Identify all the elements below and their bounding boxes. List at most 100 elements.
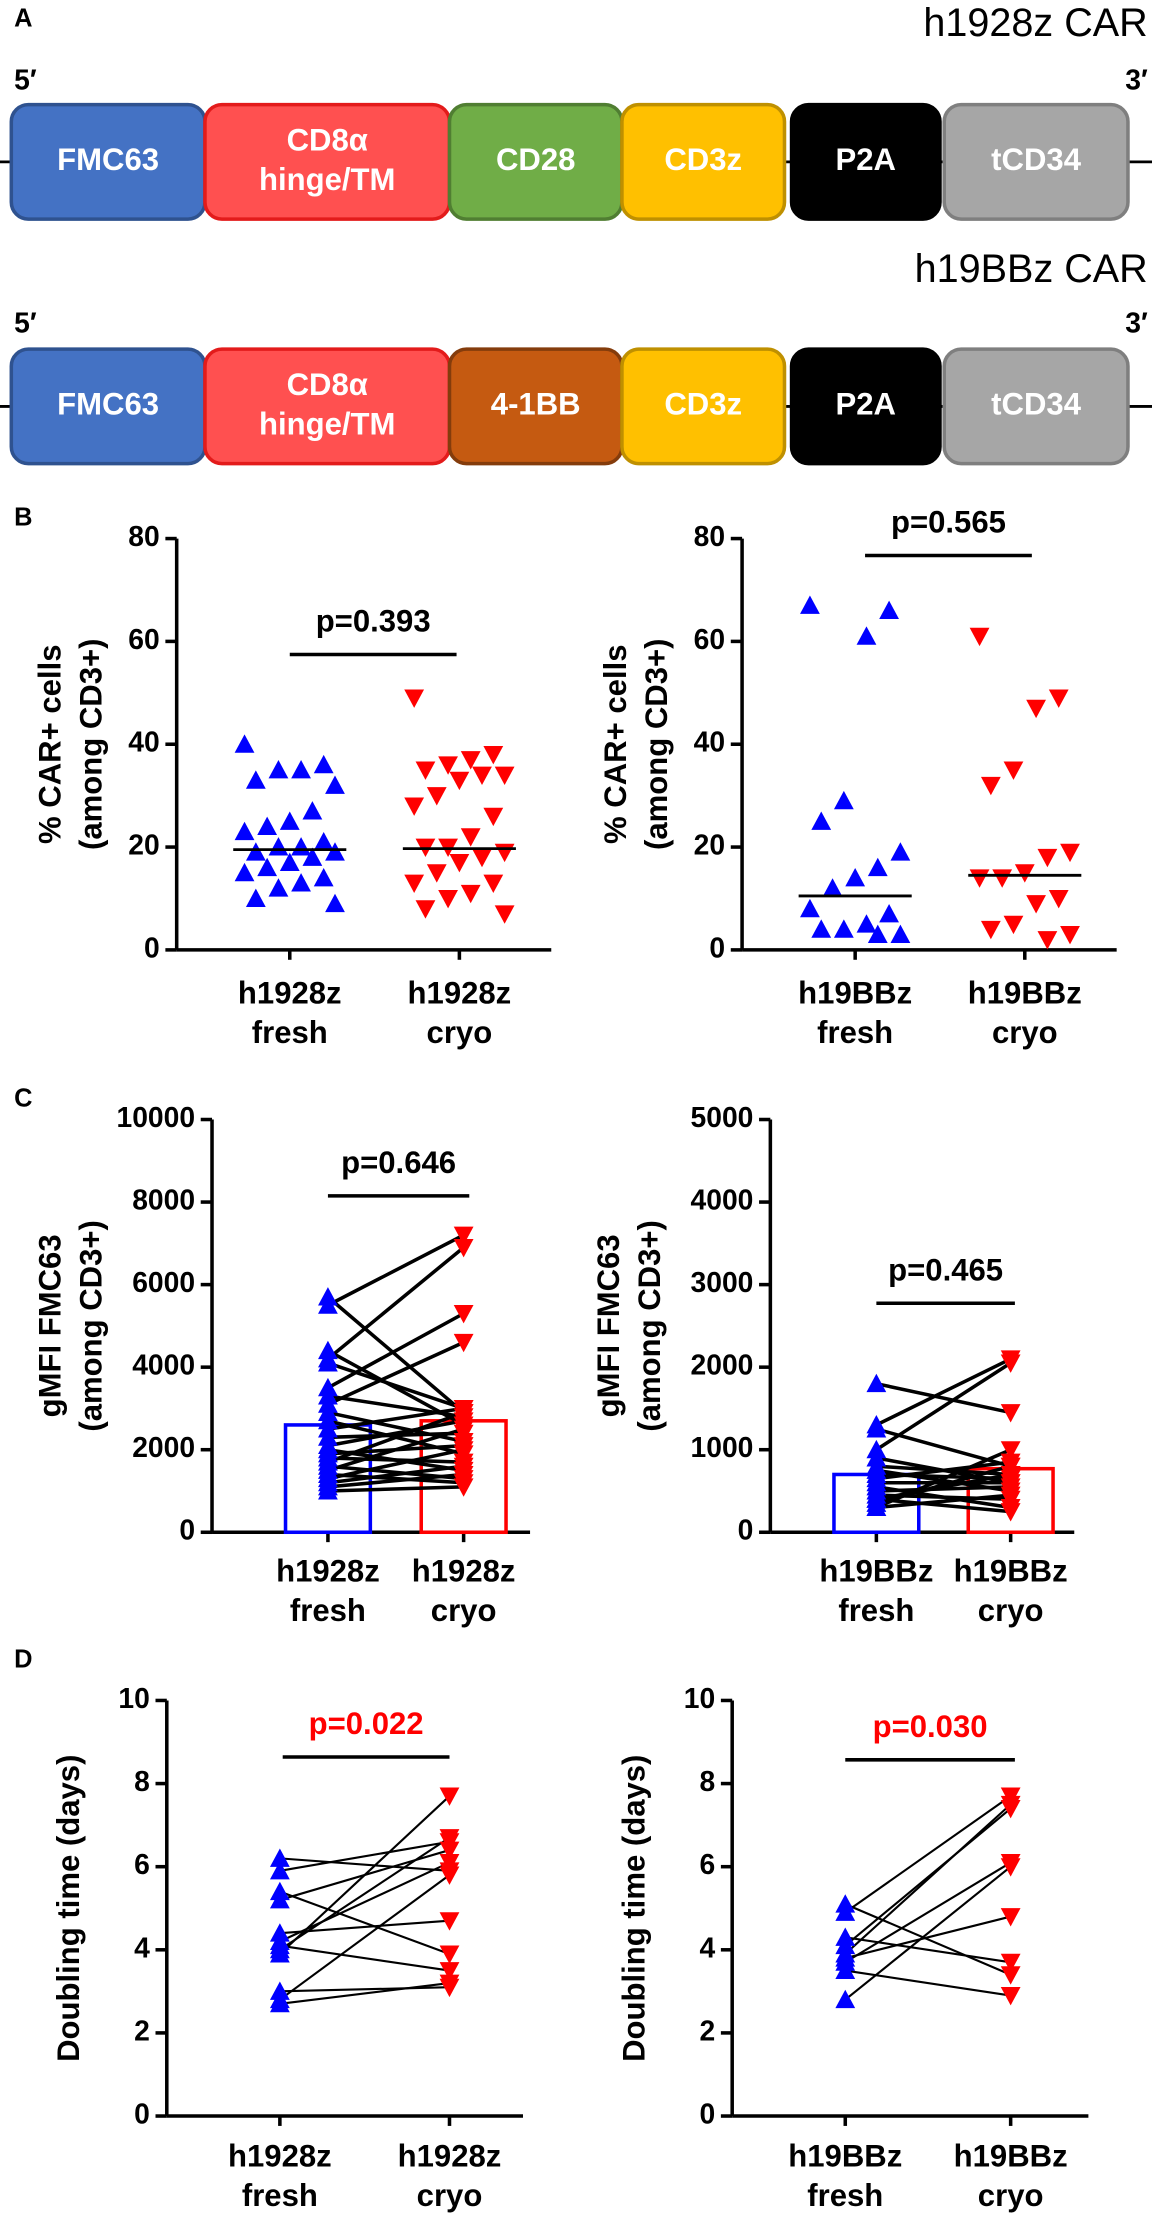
pair-line xyxy=(327,1233,465,1307)
marker xyxy=(879,904,899,923)
pair-line xyxy=(279,1836,451,1951)
marker xyxy=(268,760,289,779)
marker xyxy=(483,874,504,893)
pair-line xyxy=(845,1936,1011,1964)
marker xyxy=(415,900,436,919)
marker xyxy=(439,1912,460,1931)
marker xyxy=(438,889,458,909)
marker xyxy=(404,874,425,893)
x-tick-label: cryo xyxy=(992,1015,1058,1050)
five-prime: 5′ xyxy=(14,63,37,95)
pair-line xyxy=(327,1419,464,1448)
marker xyxy=(453,1226,474,1245)
pair-line xyxy=(876,1460,1011,1481)
p-value: p=0.393 xyxy=(316,604,431,639)
marker xyxy=(835,1960,856,1980)
segment xyxy=(789,102,942,221)
marker xyxy=(453,1305,474,1324)
marker xyxy=(483,807,504,827)
pair-line xyxy=(279,1944,450,1972)
marker xyxy=(879,600,899,620)
marker xyxy=(1060,925,1080,945)
marker xyxy=(800,898,820,918)
marker xyxy=(318,1353,338,1372)
segment-label: tCD34 xyxy=(991,387,1082,422)
y-tick-label: 4000 xyxy=(691,1184,754,1216)
marker xyxy=(1048,889,1069,909)
marker xyxy=(426,787,447,806)
marker xyxy=(269,1860,290,1880)
construct-title: h19BBz CAR xyxy=(915,247,1148,291)
marker xyxy=(318,1481,338,1500)
marker xyxy=(453,1441,474,1460)
pair-line xyxy=(327,1485,464,1493)
pair-line xyxy=(279,1986,450,1993)
marker xyxy=(811,811,832,830)
pair-line xyxy=(844,1865,1012,2001)
marker xyxy=(1037,931,1058,950)
y-tick-label: 1000 xyxy=(691,1431,754,1463)
x-tick-label: h1928z xyxy=(408,975,512,1010)
pair-line xyxy=(279,1795,451,1955)
segment-label: CD28 xyxy=(496,142,575,177)
y-tick-label: 8000 xyxy=(132,1184,195,1216)
panel-letter: B xyxy=(14,503,32,531)
pair-line xyxy=(279,1874,451,2001)
construct-title: h1928z CAR xyxy=(923,1,1147,45)
marker xyxy=(439,1854,460,1873)
panel-letter: D xyxy=(14,1646,32,1674)
y-axis-label: gMFI FMC63 xyxy=(591,1234,626,1417)
marker xyxy=(325,842,345,861)
marker xyxy=(1000,1858,1021,1877)
marker xyxy=(1060,843,1080,863)
x-tick-label: h1928z xyxy=(238,975,342,1010)
x-tick-label: h1928z xyxy=(228,2139,332,2174)
y-axis-label: (among CD3+) xyxy=(639,638,674,850)
marker xyxy=(439,1829,460,1848)
marker xyxy=(318,1295,338,1314)
marker xyxy=(453,1333,474,1353)
y-tick-label: 4 xyxy=(700,1931,716,1963)
marker xyxy=(1003,915,1024,935)
marker xyxy=(415,761,436,780)
x-tick-label: fresh xyxy=(807,2178,883,2213)
pair-line xyxy=(844,1795,1012,1914)
y-tick-label: 20 xyxy=(694,829,725,861)
marker xyxy=(890,842,911,861)
marker xyxy=(992,869,1013,888)
segment-label: hinge/TM xyxy=(259,162,395,197)
y-tick-label: 8 xyxy=(700,1765,716,1797)
segment xyxy=(942,102,1130,221)
y-axis-label: % CAR+ cells xyxy=(33,644,68,844)
three-prime: 3′ xyxy=(1125,63,1148,95)
marker xyxy=(856,626,877,645)
pair-line xyxy=(327,1406,464,1431)
pair-line xyxy=(279,1840,450,1872)
five-prime: 5′ xyxy=(14,307,37,339)
marker xyxy=(1000,1441,1021,1460)
x-tick-label: cryo xyxy=(978,1593,1044,1628)
pair-line xyxy=(326,1295,465,1414)
pair-line xyxy=(876,1485,1011,1493)
marker xyxy=(453,1478,474,1497)
pair-line xyxy=(279,1857,450,1872)
y-axis-label: Doubling time (days) xyxy=(616,1755,651,2062)
segment-label: FMC63 xyxy=(57,142,159,177)
y-axis-label: (among CD3+) xyxy=(74,638,109,850)
pair-line xyxy=(844,1807,1012,1947)
marker xyxy=(866,1373,887,1393)
pair-line xyxy=(327,1447,464,1481)
y-tick-label: 8 xyxy=(134,1765,150,1797)
marker xyxy=(313,754,334,774)
pair-line xyxy=(327,1340,465,1406)
marker xyxy=(279,811,300,830)
marker xyxy=(833,919,854,938)
marker xyxy=(313,868,334,887)
pair-line xyxy=(327,1361,465,1411)
marker xyxy=(856,914,877,933)
pair-line xyxy=(279,1890,450,1955)
marker xyxy=(1048,689,1069,708)
marker xyxy=(835,1902,856,1921)
y-tick-label: 10 xyxy=(118,1682,149,1714)
marker xyxy=(291,760,311,779)
